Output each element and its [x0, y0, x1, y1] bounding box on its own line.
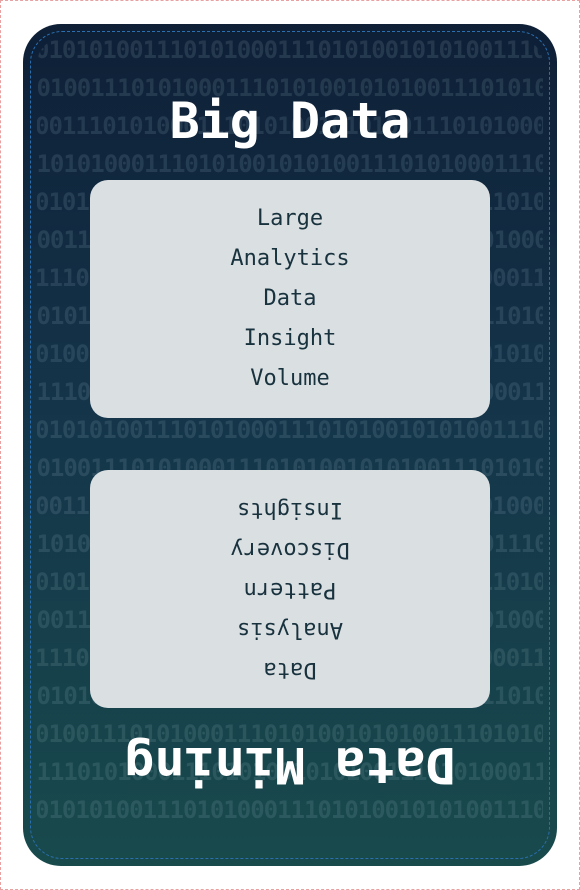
binary-row: 1010011101010001110101001010100111010100…: [37, 74, 543, 102]
card-title-top: Big Data: [169, 92, 411, 150]
bottom-word: Pattern: [243, 577, 337, 602]
bottom-word: Analysis: [237, 617, 343, 642]
bottom-word: Discovery: [230, 537, 350, 562]
top-word: Analytics: [230, 246, 350, 271]
big-data-card: 0101010011101010001110101001010100111010…: [23, 24, 557, 866]
binary-row: 0011101010001110101001010100111010100011…: [37, 112, 543, 140]
top-word-list: Large Analytics Data Insight Volume: [90, 199, 490, 399]
top-word: Data: [263, 286, 317, 311]
card-title-bottom: Data Mining: [124, 736, 456, 794]
top-word-panel: Large Analytics Data Insight Volume: [90, 180, 490, 418]
binary-row: 0101010011101010001110101001010100111010…: [37, 416, 543, 444]
top-word: Large: [256, 206, 324, 231]
bottom-word: Data: [263, 657, 317, 682]
binary-row: 0111010100011101010010101001110101000111…: [37, 758, 543, 786]
binary-row: 0101010011101010001110101001010100111010…: [37, 796, 543, 824]
bottom-word-list: Data Analysis Pattern Discovery Insights: [90, 489, 490, 689]
binary-row: 0100111010100011101010010101001110101000…: [37, 720, 543, 748]
top-word: Insight: [243, 326, 337, 351]
bottom-word: Insights: [237, 497, 343, 522]
binary-row: 0101010011101010001110101001010100111010…: [37, 38, 543, 64]
bottom-word-panel: Data Analysis Pattern Discovery Insights: [90, 470, 490, 708]
binary-background: 0101010011101010001110101001010100111010…: [37, 38, 543, 852]
top-word: Volume: [250, 366, 330, 391]
binary-row: 1101010001110101001010100111010100011101…: [37, 150, 543, 178]
